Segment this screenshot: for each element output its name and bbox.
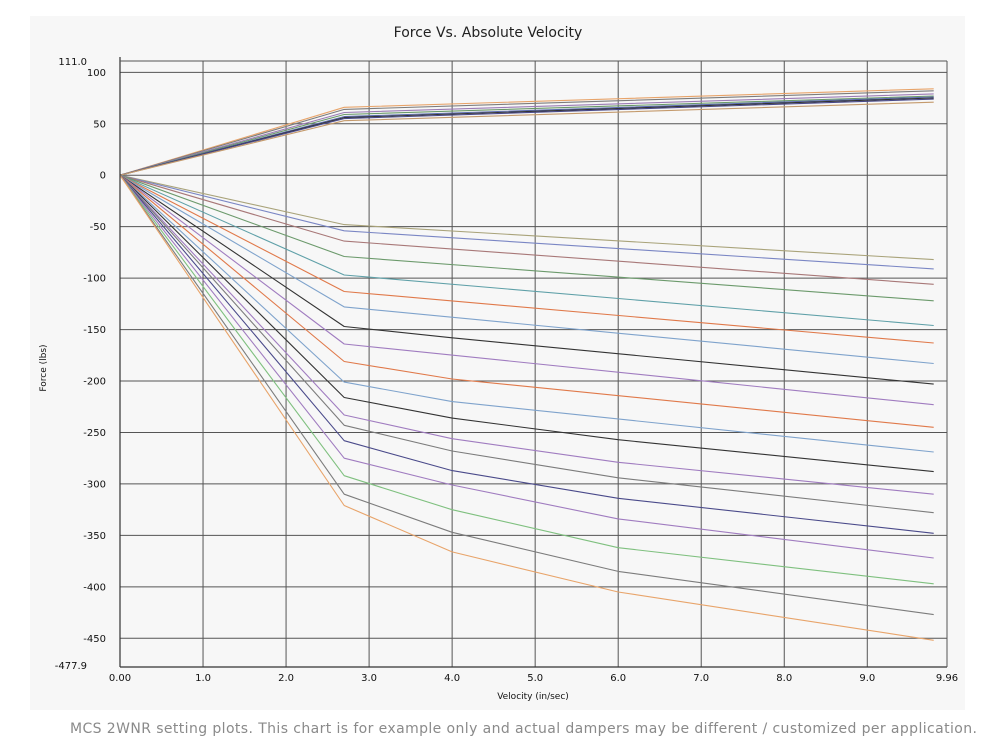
series-line-17 [119, 174, 934, 406]
x-tick-label: 7.0 [693, 673, 709, 684]
series-line-7 [119, 98, 934, 176]
y-tick-label: -300 [83, 479, 106, 490]
series-line-24 [119, 174, 934, 559]
series-line-22 [119, 174, 934, 514]
chart-caption: MCS 2WNR setting plots. This chart is fo… [70, 721, 978, 737]
y-tick-label: 100 [87, 68, 106, 79]
series-line-20 [119, 174, 934, 473]
series-line-8 [119, 101, 934, 176]
x-tick-label: 5.0 [527, 673, 543, 684]
series-line-1 [119, 88, 934, 176]
x-tick-label: 9.96 [936, 673, 958, 684]
series-line-13 [119, 174, 934, 327]
series-line-27 [119, 174, 934, 641]
series-line-25 [119, 174, 934, 585]
y-tick-label: 0 [100, 171, 106, 182]
y-max-label: 111.0 [58, 57, 87, 68]
x-tick-label: 6.0 [610, 673, 626, 684]
x-tick-label: 0.00 [109, 673, 131, 684]
x-tick-label: 4.0 [444, 673, 460, 684]
series-line-11 [119, 174, 934, 285]
y-axis-label: Force (lbs) [39, 344, 49, 391]
y-tick-label: -400 [83, 582, 106, 593]
x-tick-label: 2.0 [278, 673, 294, 684]
plot-panel [30, 16, 965, 710]
y-tick-label: -50 [90, 222, 106, 233]
series-line-9 [119, 174, 934, 261]
x-tick-labels: 0.00 1.0 2.0 3.0 4.0 5.0 6.0 7.0 8.0 9.0 9.96 [109, 673, 958, 684]
axes [119, 57, 948, 668]
y-tick-label: -450 [83, 634, 106, 645]
x-tick-label: 3.0 [361, 673, 377, 684]
chart-title: Force Vs. Absolute Velocity [394, 25, 583, 41]
y-tick-label: -150 [83, 325, 106, 336]
series-line-3 [119, 93, 934, 176]
series-line-21 [119, 174, 934, 495]
y-tick-label: -100 [83, 274, 106, 285]
y-min-label: -477.9 [55, 661, 87, 672]
series-line-14 [119, 174, 934, 344]
y-tick-label: -200 [83, 377, 106, 388]
y-tick-label: -250 [83, 428, 106, 439]
y-tick-label: 50 [93, 119, 106, 130]
series-line-12 [119, 174, 934, 302]
x-tick-label: 1.0 [195, 673, 211, 684]
x-axis-label: Velocity (in/sec) [497, 692, 569, 702]
series-line-18 [119, 174, 934, 428]
x-tick-label: 9.0 [859, 673, 875, 684]
y-tick-labels: 100 50 0 -50 -100 -150 -200 -250 -300 -350 -400 -45… [83, 68, 106, 645]
series-line-19 [119, 174, 934, 453]
series-line-16 [119, 174, 934, 385]
series-line-2 [119, 90, 934, 176]
series-line-10 [119, 174, 934, 270]
series-line-6 [119, 97, 934, 176]
series-line-15 [119, 174, 934, 365]
series-line-26 [119, 174, 934, 616]
series-lines [119, 88, 934, 641]
y-tick-label: -350 [83, 531, 106, 542]
series-line-4 [119, 95, 934, 176]
x-tick-label: 8.0 [776, 673, 792, 684]
series-line-23 [119, 174, 934, 534]
